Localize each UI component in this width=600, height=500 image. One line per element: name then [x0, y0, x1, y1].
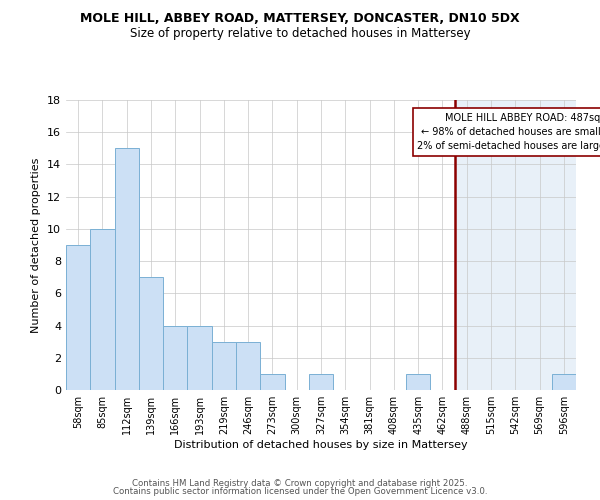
Bar	[479, 100, 503, 390]
Y-axis label: Number of detached properties: Number of detached properties	[31, 158, 41, 332]
Bar	[163, 326, 187, 390]
Bar	[527, 100, 552, 390]
Bar	[187, 326, 212, 390]
Text: Contains HM Land Registry data © Crown copyright and database right 2025.: Contains HM Land Registry data © Crown c…	[132, 478, 468, 488]
Bar	[115, 148, 139, 390]
Bar	[552, 100, 576, 390]
X-axis label: Distribution of detached houses by size in Mattersey: Distribution of detached houses by size …	[174, 440, 468, 450]
Bar	[503, 100, 527, 390]
Bar	[236, 342, 260, 390]
Bar	[212, 342, 236, 390]
Bar	[139, 277, 163, 390]
Bar	[260, 374, 284, 390]
Text: Size of property relative to detached houses in Mattersey: Size of property relative to detached ho…	[130, 28, 470, 40]
Bar	[406, 374, 430, 390]
Bar	[66, 245, 90, 390]
Bar	[552, 374, 576, 390]
Bar	[309, 374, 333, 390]
Text: Contains public sector information licensed under the Open Government Licence v3: Contains public sector information licen…	[113, 488, 487, 496]
Text: MOLE HILL, ABBEY ROAD, MATTERSEY, DONCASTER, DN10 5DX: MOLE HILL, ABBEY ROAD, MATTERSEY, DONCAS…	[80, 12, 520, 26]
Bar	[455, 100, 479, 390]
Bar	[90, 229, 115, 390]
Text: MOLE HILL ABBEY ROAD: 487sqm
← 98% of detached houses are smaller (57)
2% of sem: MOLE HILL ABBEY ROAD: 487sqm ← 98% of de…	[418, 113, 600, 151]
